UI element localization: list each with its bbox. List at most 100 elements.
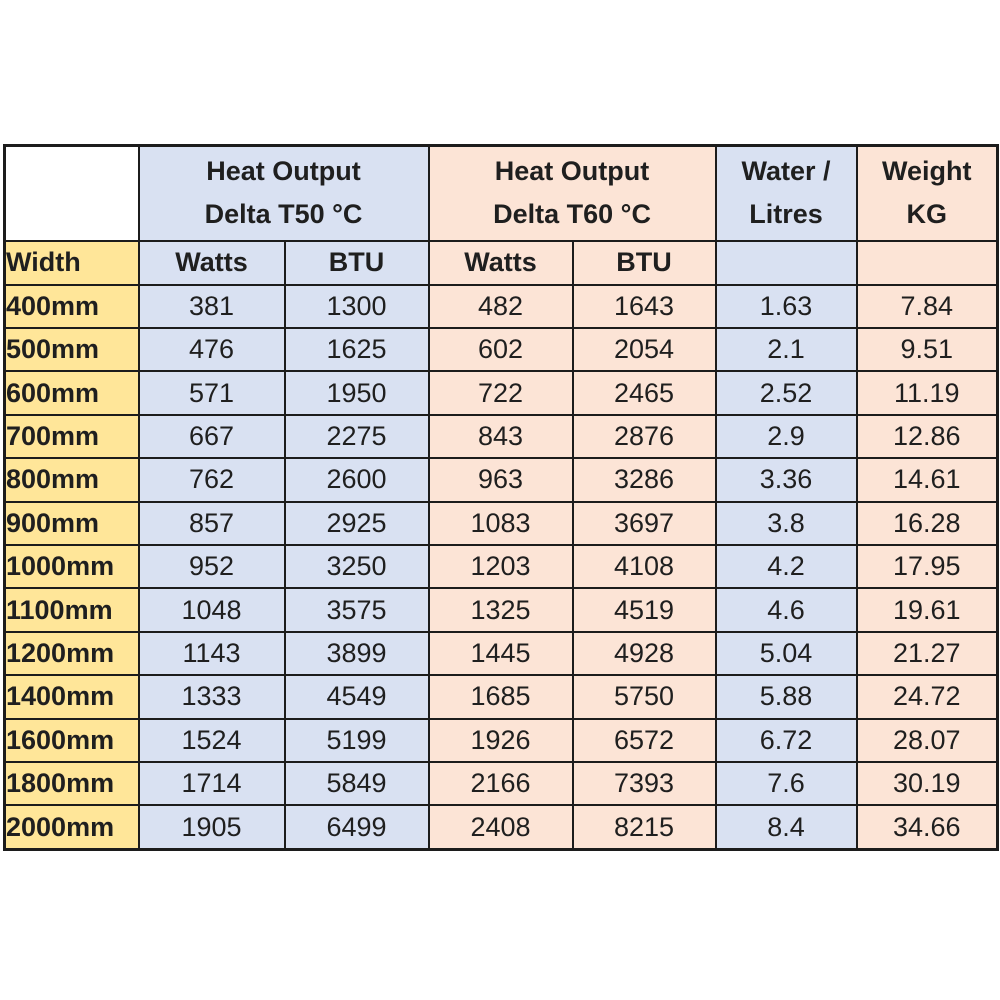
t60-btu-cell: 6572 — [571, 717, 717, 763]
subheader-t60-btu: BTU — [571, 239, 717, 286]
weight-kg-cell: 28.07 — [855, 717, 999, 763]
t60-btu-cell: 2876 — [571, 413, 717, 460]
t60-btu-cell: 3697 — [571, 500, 717, 546]
table-row: 2000mm 1905 6499 2408 8215 8.4 34.66 — [3, 804, 999, 851]
t60-watts-cell: 1926 — [427, 717, 574, 763]
water-litres-cell: 8.4 — [714, 804, 858, 851]
subheader-t50-btu: BTU — [283, 239, 430, 286]
header-heat-output-t50-line2: Delta T50 °C — [204, 199, 363, 230]
t60-watts-cell: 2166 — [427, 760, 574, 807]
row-width-label: 2000mm — [3, 804, 140, 851]
table-row: 1600mm 1524 5199 1926 6572 6.72 28.07 — [3, 717, 999, 763]
t60-btu-cell: 3286 — [571, 457, 717, 503]
weight-kg-cell: 19.61 — [855, 587, 999, 633]
t50-btu-cell: 1950 — [283, 370, 430, 416]
water-litres-cell: 5.04 — [714, 630, 858, 677]
header-heat-output-t60: Heat Output Delta T60 °C — [427, 144, 717, 242]
t60-btu-cell: 2054 — [571, 326, 717, 373]
t60-watts-cell: 722 — [427, 370, 574, 416]
water-litres-cell: 7.6 — [714, 760, 858, 807]
t60-watts-cell: 1445 — [427, 630, 574, 677]
radiator-spec-table: Heat Output Delta T50 °C Heat Output Del… — [3, 144, 1000, 851]
t60-watts-cell: 1325 — [427, 587, 574, 633]
table-header: Heat Output Delta T50 °C Heat Output Del… — [3, 144, 999, 286]
header-weight-kg: Weight KG — [855, 144, 999, 242]
weight-kg-cell: 21.27 — [855, 630, 999, 677]
table-row: 900mm 857 2925 1083 3697 3.8 16.28 — [3, 500, 999, 546]
table-row: 400mm 381 1300 482 1643 1.63 7.84 — [3, 283, 999, 329]
header-weight-line1: Weight — [882, 156, 972, 187]
t60-btu-cell: 7393 — [571, 760, 717, 807]
header-weight-line2: KG — [906, 199, 948, 230]
weight-kg-cell: 24.72 — [855, 674, 999, 720]
t50-btu-cell: 3899 — [283, 630, 430, 677]
water-litres-cell: 2.9 — [714, 413, 858, 460]
t50-watts-cell: 1905 — [137, 804, 286, 851]
t50-btu-cell: 2925 — [283, 500, 430, 546]
row-width-label: 1000mm — [3, 543, 140, 590]
table-row: 600mm 571 1950 722 2465 2.52 11.19 — [3, 370, 999, 416]
t60-btu-cell: 8215 — [571, 804, 717, 851]
weight-kg-cell: 9.51 — [855, 326, 999, 373]
t50-btu-cell: 6499 — [283, 804, 430, 851]
t50-btu-cell: 5849 — [283, 760, 430, 807]
t50-btu-cell: 1625 — [283, 326, 430, 373]
weight-kg-cell: 7.84 — [855, 283, 999, 329]
table-row: 1100mm 1048 3575 1325 4519 4.6 19.61 — [3, 587, 999, 633]
row-width-label: 800mm — [3, 457, 140, 503]
t50-watts-cell: 476 — [137, 326, 286, 373]
table-row: 1200mm 1143 3899 1445 4928 5.04 21.27 — [3, 630, 999, 677]
t60-watts-cell: 2408 — [427, 804, 574, 851]
t60-btu-cell: 2465 — [571, 370, 717, 416]
t50-watts-cell: 1333 — [137, 674, 286, 720]
table-row: 800mm 762 2600 963 3286 3.36 14.61 — [3, 457, 999, 503]
table-row: 1000mm 952 3250 1203 4108 4.2 17.95 — [3, 543, 999, 590]
weight-kg-cell: 16.28 — [855, 500, 999, 546]
t50-watts-cell: 762 — [137, 457, 286, 503]
row-width-label: 700mm — [3, 413, 140, 460]
subheader-t50-watts: Watts — [137, 239, 286, 286]
subheader-water-empty — [714, 239, 858, 286]
weight-kg-cell: 30.19 — [855, 760, 999, 807]
t50-watts-cell: 381 — [137, 283, 286, 329]
t60-btu-cell: 4108 — [571, 543, 717, 590]
header-heat-output-t50-line1: Heat Output — [206, 156, 361, 187]
t60-btu-cell: 4928 — [571, 630, 717, 677]
t50-btu-cell: 3250 — [283, 543, 430, 590]
t50-btu-cell: 5199 — [283, 717, 430, 763]
row-width-label: 1200mm — [3, 630, 140, 677]
header-water-line1: Water / — [741, 156, 831, 187]
water-litres-cell: 3.8 — [714, 500, 858, 546]
weight-kg-cell: 14.61 — [855, 457, 999, 503]
row-width-label: 500mm — [3, 326, 140, 373]
water-litres-cell: 2.1 — [714, 326, 858, 373]
subheader-width: Width — [3, 239, 140, 286]
table-row: 1400mm 1333 4549 1685 5750 5.88 24.72 — [3, 674, 999, 720]
t50-btu-cell: 2275 — [283, 413, 430, 460]
t60-watts-cell: 1685 — [427, 674, 574, 720]
t60-watts-cell: 963 — [427, 457, 574, 503]
t60-btu-cell: 5750 — [571, 674, 717, 720]
header-water-line2: Litres — [749, 199, 823, 230]
water-litres-cell: 3.36 — [714, 457, 858, 503]
row-width-label: 1100mm — [3, 587, 140, 633]
table-row: 700mm 667 2275 843 2876 2.9 12.86 — [3, 413, 999, 460]
t50-watts-cell: 667 — [137, 413, 286, 460]
weight-kg-cell: 34.66 — [855, 804, 999, 851]
t60-watts-cell: 1083 — [427, 500, 574, 546]
t60-btu-cell: 4519 — [571, 587, 717, 633]
subheader-t60-watts: Watts — [427, 239, 574, 286]
t50-watts-cell: 1714 — [137, 760, 286, 807]
t50-watts-cell: 1524 — [137, 717, 286, 763]
table-row: 1800mm 1714 5849 2166 7393 7.6 30.19 — [3, 760, 999, 807]
t50-watts-cell: 1048 — [137, 587, 286, 633]
t50-btu-cell: 4549 — [283, 674, 430, 720]
water-litres-cell: 2.52 — [714, 370, 858, 416]
t60-watts-cell: 1203 — [427, 543, 574, 590]
row-width-label: 900mm — [3, 500, 140, 546]
header-heat-output-t60-line2: Delta T60 °C — [493, 199, 651, 230]
water-litres-cell: 4.2 — [714, 543, 858, 590]
t50-watts-cell: 952 — [137, 543, 286, 590]
t60-btu-cell: 1643 — [571, 283, 717, 329]
table-body: 400mm 381 1300 482 1643 1.63 7.84 500mm 476 1625 6… — [3, 283, 999, 851]
